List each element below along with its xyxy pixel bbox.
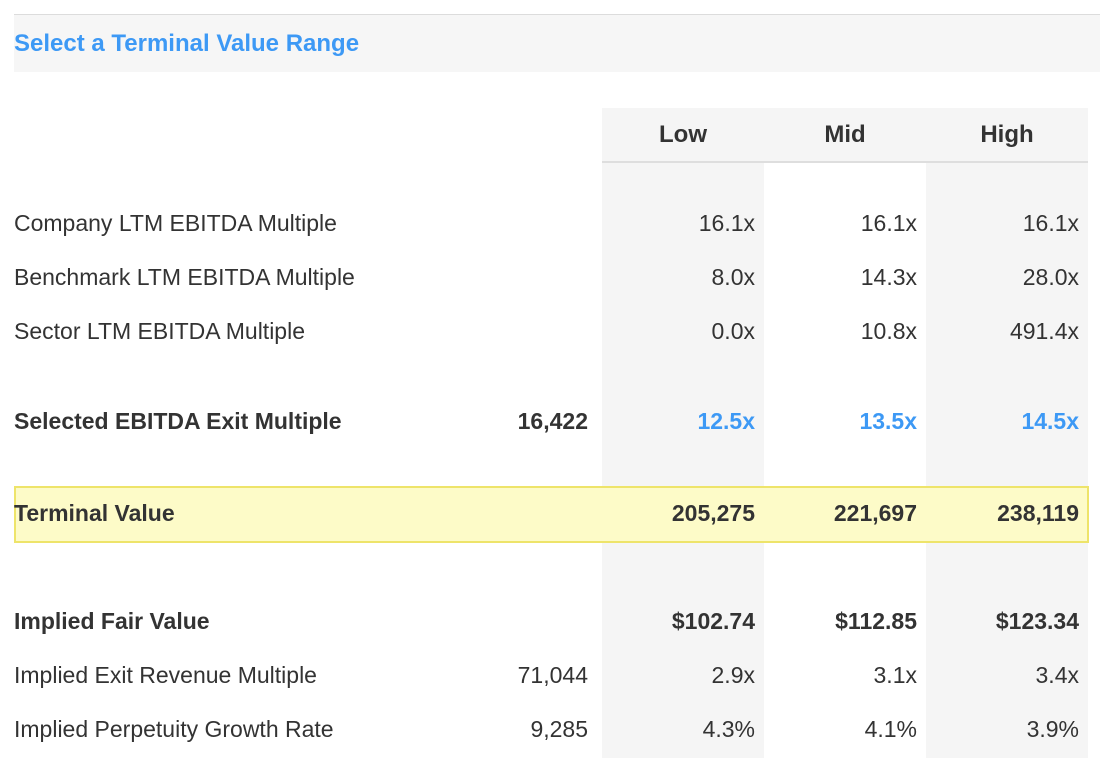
value-mid: 16.1x [860, 210, 917, 236]
value-low: $102.74 [671, 608, 755, 634]
value-low: 2.9x [711, 662, 755, 688]
base-value: 16,422 [517, 408, 588, 434]
section-header [14, 15, 1100, 72]
row-label: Company LTM EBITDA Multiple [14, 210, 337, 236]
base-value: 9,285 [530, 716, 588, 742]
value-high: 16.1x [1022, 210, 1079, 236]
row-label: Selected EBITDA Exit Multiple [14, 408, 342, 434]
column-header-high: High [980, 121, 1034, 148]
header-divider [602, 161, 1088, 163]
value-high: 3.4x [1035, 662, 1079, 688]
row-label: Implied Fair Value [14, 608, 210, 634]
section-title[interactable]: Select a Terminal Value Range [14, 30, 360, 57]
value-low: 4.3% [702, 716, 755, 742]
value-high: 3.9% [1026, 716, 1079, 742]
mid-header-shade [764, 108, 926, 162]
low-column-shade [602, 108, 764, 758]
value-high: 238,119 [997, 500, 1079, 526]
row-label: Sector LTM EBITDA Multiple [14, 318, 305, 344]
row-label: Benchmark LTM EBITDA Multiple [14, 264, 355, 290]
terminal-value-highlight [14, 486, 1089, 543]
base-value: 71,044 [517, 662, 588, 688]
exit-multiple-low-input[interactable]: 12.5x [697, 408, 755, 434]
value-mid: 3.1x [873, 662, 917, 688]
row-label: Implied Exit Revenue Multiple [14, 662, 317, 688]
value-low: 0.0x [711, 318, 755, 344]
value-mid: 10.8x [860, 318, 917, 344]
high-column-shade [926, 108, 1088, 758]
value-low: 8.0x [711, 264, 755, 290]
row-label: Terminal Value [14, 500, 175, 526]
value-low: 205,275 [671, 500, 755, 526]
value-mid: 221,697 [833, 500, 917, 526]
exit-multiple-high-input[interactable]: 14.5x [1021, 408, 1079, 434]
value-mid: $112.85 [835, 608, 917, 634]
exit-multiple-mid-input[interactable]: 13.5x [859, 408, 917, 434]
value-mid: 4.1% [864, 716, 917, 742]
value-mid: 14.3x [860, 264, 917, 290]
row-label: Implied Perpetuity Growth Rate [14, 716, 334, 742]
top-divider [14, 14, 1100, 15]
column-header-mid: Mid [824, 121, 866, 148]
value-high: 28.0x [1022, 264, 1079, 290]
value-high: $123.34 [995, 608, 1079, 634]
value-high: 491.4x [1009, 318, 1079, 344]
value-low: 16.1x [698, 210, 755, 236]
column-header-low: Low [659, 121, 707, 148]
